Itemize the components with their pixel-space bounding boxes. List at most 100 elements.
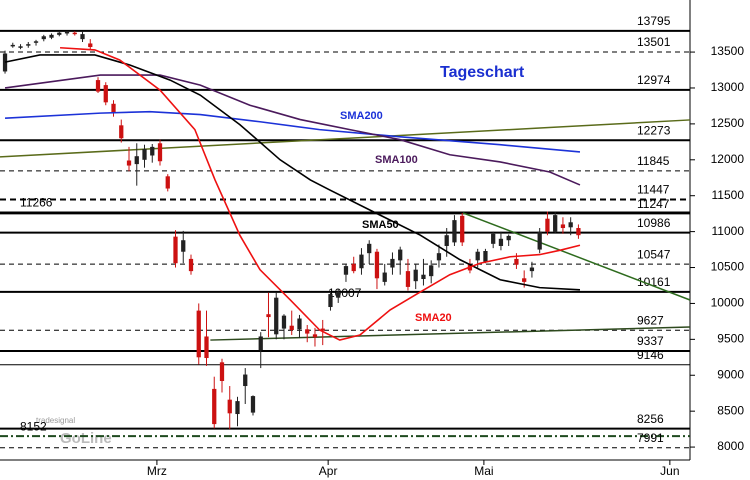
y-tick-label: 9500 [717, 332, 744, 346]
y-tick-label: 12000 [711, 152, 745, 166]
level-label: 10161 [637, 275, 671, 289]
level-label: 11266 [20, 196, 53, 210]
candle-body [398, 249, 403, 261]
candle-body [328, 294, 333, 308]
watermark: GoLine [60, 430, 112, 447]
y-tick-label: 10500 [711, 260, 745, 274]
moving-average [4, 54, 581, 291]
candle-body [142, 149, 147, 160]
candle-body [529, 267, 535, 272]
candle-body [514, 258, 519, 265]
candle-body [436, 253, 442, 261]
candle-body [2, 53, 8, 72]
chart-title: Tageschart [440, 64, 525, 81]
candle-body [359, 254, 364, 269]
candle-body [506, 235, 511, 241]
candle-body [33, 41, 39, 43]
y-tick-label: 11500 [712, 188, 745, 202]
x-tick-label: Apr [319, 464, 338, 478]
candle-body [157, 143, 163, 162]
candle-body [181, 240, 186, 252]
level-label: 13795 [637, 14, 671, 28]
candle-body [351, 263, 356, 272]
level-label: 9146 [637, 348, 664, 362]
level-label: 10986 [637, 216, 671, 230]
candle-body [49, 34, 54, 38]
candle-body [367, 243, 372, 254]
candle-body [204, 336, 209, 359]
candle-body [111, 103, 116, 114]
level-label: 10007 [328, 286, 362, 300]
level-label: 8256 [637, 412, 664, 426]
candle-body [475, 251, 480, 261]
trendline [462, 212, 691, 301]
level-label: 11247 [637, 197, 670, 211]
level-label: 11845 [637, 154, 670, 168]
candle-body [452, 220, 457, 243]
candle-body [80, 34, 85, 40]
candle-body [274, 297, 279, 335]
y-tick-label: 13000 [711, 80, 745, 94]
candle-body [560, 224, 566, 229]
candle-body [305, 329, 310, 334]
candle-body [289, 325, 294, 331]
level-label: 9337 [637, 334, 664, 348]
candle-body [281, 315, 287, 329]
candle-body [250, 396, 256, 413]
y-tick-label: 8500 [717, 403, 744, 417]
candle-body [258, 336, 263, 351]
level-label: 12273 [637, 123, 671, 137]
candle-body [421, 274, 426, 280]
candle-body [297, 318, 302, 330]
candle-body [10, 44, 15, 47]
x-tick-label: Jun [660, 464, 679, 478]
trendline [210, 326, 691, 341]
candle-body [498, 238, 504, 246]
level-label: 7991 [637, 431, 664, 445]
candle-body [165, 176, 170, 189]
candle-body [568, 222, 573, 228]
moving-average [4, 74, 581, 186]
moving-average [60, 46, 581, 341]
candle-body [196, 310, 201, 358]
y-tick-label: 13500 [711, 44, 745, 58]
candle-body [390, 258, 395, 268]
candle-body [95, 80, 101, 92]
candle-body [72, 32, 77, 35]
y-tick-label: 9000 [717, 367, 744, 381]
candle-body [545, 218, 550, 232]
level-label: 8152 [20, 419, 47, 433]
candle-body [336, 291, 341, 298]
candle-body [134, 156, 139, 165]
candle-body [522, 278, 527, 282]
candle-body [429, 265, 434, 277]
series-label: SMA50 [362, 219, 399, 231]
candle-body [460, 215, 465, 243]
trendline [0, 119, 691, 158]
candle-body [119, 125, 124, 139]
candle-body [382, 272, 387, 282]
candle-body [173, 236, 178, 264]
series-label: SMA100 [375, 154, 418, 166]
y-tick-label: 10000 [711, 296, 745, 310]
candle-body [235, 401, 240, 415]
candle-body [537, 231, 542, 250]
candle-body [266, 314, 271, 318]
candle-body [227, 399, 232, 414]
candle-body [103, 85, 108, 103]
candle-body [150, 146, 155, 156]
candle-body [41, 36, 46, 40]
candle-body [483, 251, 488, 262]
candle-body [88, 43, 93, 48]
candle-body [343, 266, 349, 275]
candle-body [413, 269, 418, 282]
candle-body [126, 160, 132, 166]
candle-body [57, 32, 62, 35]
series-label: SMA20 [415, 312, 452, 324]
y-tick-label: 11000 [712, 224, 745, 238]
candle-body [576, 228, 581, 236]
candle-body [243, 374, 248, 387]
level-label: 10547 [637, 247, 671, 261]
